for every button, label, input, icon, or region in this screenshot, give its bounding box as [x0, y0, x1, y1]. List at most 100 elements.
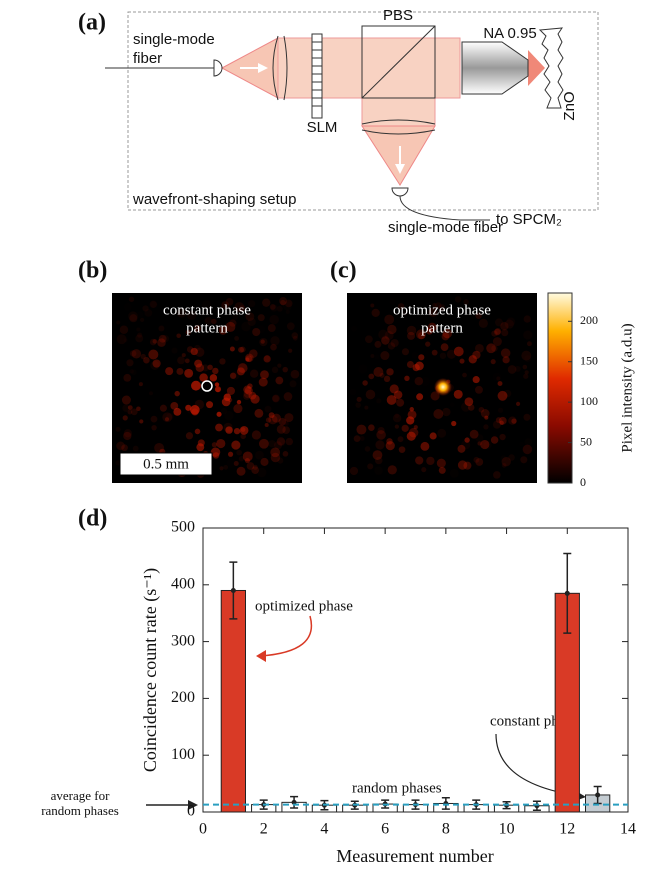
speckle [404, 376, 409, 381]
speckle [269, 315, 279, 325]
speckle [176, 333, 181, 338]
speckle [252, 328, 260, 336]
figure: (a) single-mode fiber SLM PBS NA 0.95 Zn… [0, 0, 645, 870]
speckle [123, 415, 128, 420]
colorbar-tick-label: 0 [580, 475, 586, 489]
speckle [176, 368, 183, 375]
speckle [154, 443, 164, 453]
speckle [171, 348, 177, 354]
speckle [350, 467, 358, 475]
speckle [237, 467, 246, 476]
speckle [439, 467, 446, 474]
speckle [370, 303, 374, 307]
speckle [493, 373, 502, 382]
speckle [402, 348, 409, 355]
speckle [185, 358, 190, 363]
speckle [268, 324, 276, 332]
fiber [400, 196, 490, 220]
speckle [351, 326, 357, 332]
speckle [425, 342, 430, 347]
speckle [124, 303, 132, 311]
speckle [215, 386, 221, 392]
speckle [437, 429, 446, 438]
speckle [139, 419, 143, 423]
speckle [221, 408, 228, 415]
x-tick-label: 6 [381, 821, 389, 838]
speckle [143, 357, 150, 364]
speckle [473, 376, 480, 383]
speckle [128, 410, 133, 415]
speckle [493, 471, 501, 479]
speckle [483, 424, 488, 429]
speckle [117, 395, 124, 402]
speckle [523, 414, 530, 421]
speckle [239, 456, 244, 461]
y-tick-label: 400 [171, 575, 195, 592]
speckle [430, 432, 437, 439]
x-tick-label: 12 [559, 821, 575, 838]
speckle [267, 392, 273, 398]
speckle [475, 386, 483, 394]
speckle [268, 440, 275, 447]
y-tick-label: 200 [171, 689, 195, 706]
speckle [130, 350, 137, 357]
speckle [362, 380, 367, 385]
beam [278, 38, 460, 98]
speckle [212, 368, 218, 374]
speckle [185, 405, 191, 411]
speckle [245, 354, 254, 363]
y-tick-label: 500 [171, 519, 195, 536]
speckle [365, 335, 373, 343]
speckle [190, 353, 194, 357]
y-tick-label: 100 [171, 746, 195, 763]
x-tick-label: 10 [499, 821, 515, 838]
speckle [233, 404, 242, 413]
speckle [206, 401, 213, 408]
speckle [236, 333, 240, 337]
speckle [196, 443, 204, 451]
speckle [265, 423, 269, 427]
speckle [240, 347, 246, 353]
fiber-tip [214, 60, 222, 76]
speckle [374, 341, 381, 348]
speckle [358, 364, 367, 373]
speckle [272, 414, 281, 423]
speckle [420, 442, 429, 451]
speckle [158, 325, 164, 331]
speckle [139, 382, 143, 386]
annotation-arrow [260, 616, 311, 656]
speckle [493, 434, 498, 439]
speckle [277, 364, 281, 368]
speckle [475, 458, 483, 466]
data-point [231, 588, 236, 593]
speckle [415, 362, 424, 371]
y-axis-label: Coincidence count rate (s⁻¹) [140, 568, 161, 772]
speckle [173, 408, 181, 416]
speckle [150, 301, 157, 308]
speckle [140, 318, 144, 322]
speckle [212, 442, 217, 447]
speckle [151, 416, 158, 423]
speckle [228, 452, 233, 457]
speckle [491, 359, 496, 364]
scale-bar-label: 0.5 mm [143, 456, 189, 472]
speckle [516, 402, 520, 406]
speckle [387, 325, 396, 334]
speckle [260, 458, 268, 466]
data-point [595, 792, 600, 797]
speckle [458, 445, 466, 453]
speckle [354, 435, 361, 442]
speckle [126, 359, 133, 366]
speckle [508, 416, 516, 424]
speckle [494, 329, 501, 336]
speckle [527, 341, 532, 346]
speckle [498, 381, 503, 386]
speckle [501, 348, 510, 357]
panel-label: (c) [330, 258, 357, 284]
speckle [228, 398, 232, 402]
speckle [484, 416, 488, 420]
speckle [265, 406, 272, 413]
beam [362, 126, 435, 185]
speckle [241, 322, 251, 332]
panel-label: (b) [78, 258, 107, 284]
